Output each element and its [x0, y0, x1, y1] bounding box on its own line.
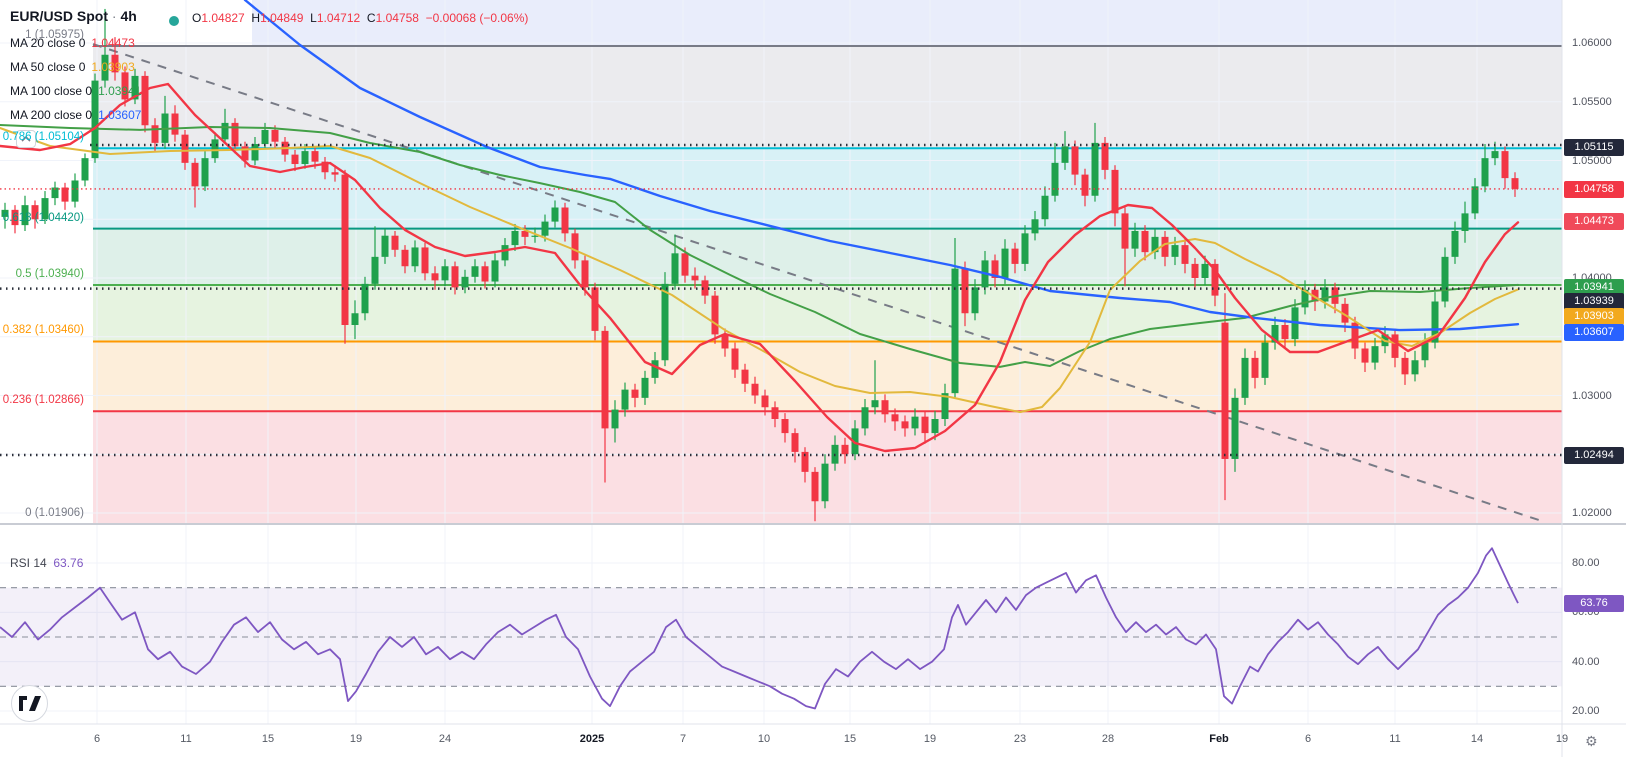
time-axis-label[interactable]: 11 [180, 733, 192, 745]
fib-level-label: 0.5 (1.03940) [15, 268, 84, 281]
time-axis-label[interactable]: 19 [349, 733, 363, 745]
time-axis-label[interactable]: Feb [1209, 733, 1229, 745]
time-axis-label[interactable]: 19 [1555, 733, 1569, 745]
price-axis-label: 1.05000 [1572, 154, 1612, 167]
legend-ma100[interactable]: MA 100 close 0 1.03941 [10, 84, 142, 98]
rsi-axis-label: 40.00 [1572, 655, 1600, 668]
time-axis-label[interactable]: 28 [1101, 733, 1115, 745]
ohlc-readout: O1.04827 H1.04849 L1.04712 C1.04758 −0.0… [192, 11, 529, 25]
tradingview-logo[interactable] [11, 685, 48, 722]
legend-ma50[interactable]: MA 50 close 0 1.03903 [10, 60, 135, 74]
fib-zone [93, 45, 1562, 149]
rsi-axis-label: 20.00 [1572, 705, 1600, 717]
rsi-line [0, 547, 1519, 710]
price-axis-label: 1.06000 [1572, 37, 1612, 49]
legend-ma20[interactable]: MA 20 close 0 1.04473 [10, 36, 135, 50]
time-axis-label[interactable]: 2025 [579, 733, 605, 745]
rsi-value-badge: 63.76 [1564, 594, 1624, 612]
time-axis-label[interactable]: 24 [438, 733, 452, 745]
timezone-settings-gear-icon[interactable]: ⚙ [1585, 734, 1598, 750]
time-axis-label[interactable]: 7 [679, 733, 687, 745]
time-axis-label[interactable]: 15 [843, 733, 857, 745]
fib-level-label: 0.786 (1.05104) [2, 131, 84, 144]
price-badge: 1.03607 [1564, 323, 1624, 341]
price-badge: 1.04758 [1564, 180, 1624, 198]
price-badge: 1.05115 [1564, 138, 1624, 156]
ma20-line [0, 82, 1520, 453]
ma200-line [243, 0, 1520, 332]
price-badge: 1.04473 [1564, 212, 1624, 230]
ma50-line [0, 127, 1519, 414]
legend-rsi[interactable]: RSI 14 63.76 [10, 556, 84, 570]
price-badge: 1.03941 [1564, 278, 1624, 296]
change-readout: −0.00068 (−0.06%) [425, 11, 529, 25]
time-axis-label[interactable]: 11 [1389, 733, 1401, 745]
time-axis-label[interactable]: 23 [1013, 733, 1027, 745]
symbol-title[interactable]: EUR/USD Spot · 4h [10, 8, 137, 24]
price-axis-label: 1.05500 [1572, 95, 1612, 108]
price-axis-label: 1.03000 [1572, 389, 1612, 402]
time-axis-label[interactable]: 15 [261, 733, 275, 745]
fib-level-label: 0.382 (1.03460) [2, 324, 84, 337]
price-badge: 1.03939 [1564, 292, 1624, 310]
fib-zone [93, 341, 1562, 412]
fib-level-label: 0.236 (1.02866) [2, 394, 84, 407]
market-status-icon [169, 16, 179, 26]
price-badge: 1.03903 [1564, 307, 1624, 325]
fib-level-label: 1 (1.05975) [25, 28, 84, 41]
time-axis-label[interactable]: 6 [93, 733, 101, 745]
time-axis-label[interactable]: 19 [923, 733, 937, 745]
fib-level-label: 0 (1.01906) [25, 507, 84, 520]
price-badge: 1.02494 [1564, 446, 1624, 464]
collapse-pane-button[interactable] [16, 130, 36, 148]
chevron-up-icon [21, 136, 31, 142]
tradingview-logo-icon [18, 696, 41, 711]
time-axis-label[interactable]: 14 [1470, 733, 1484, 745]
fib-zone [93, 228, 1562, 286]
rsi-axis-label: 80.00 [1572, 557, 1600, 569]
fib-extension-zone [252, 0, 1562, 46]
time-axis-label[interactable]: 10 [757, 733, 771, 745]
candles-series[interactable] [1, 8, 1519, 522]
legend-ma200[interactable]: MA 200 close 0 1.03607 [10, 108, 142, 122]
time-axis-label[interactable]: 6 [1304, 733, 1312, 745]
fib-level-label: 0.618 (1.04420) [2, 211, 84, 224]
ma100-line [0, 124, 1519, 368]
symbol-name[interactable]: EUR/USD Spot [10, 8, 108, 24]
timeframe-label[interactable]: 4h [120, 8, 137, 24]
price-axis-label: 1.02000 [1572, 507, 1612, 519]
